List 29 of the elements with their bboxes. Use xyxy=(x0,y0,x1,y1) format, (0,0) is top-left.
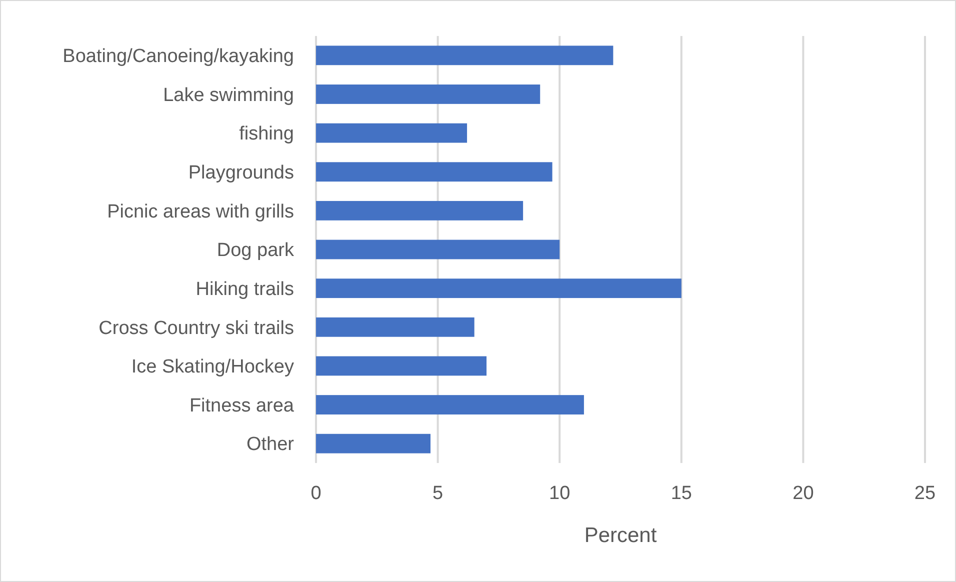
x-axis-title: Percent xyxy=(584,524,657,547)
bar xyxy=(316,434,430,454)
bar xyxy=(316,395,584,414)
y-tick-label: Fitness area xyxy=(189,395,294,416)
bar xyxy=(316,162,552,182)
bar xyxy=(316,123,468,143)
x-tick-label: 0 xyxy=(310,483,322,504)
y-tick-label: fishing xyxy=(239,124,294,145)
bar xyxy=(316,317,474,337)
y-tick-label: Lake swimming xyxy=(163,84,294,106)
y-tick-label: Dog park xyxy=(216,240,294,262)
y-tick-label: Playgrounds xyxy=(188,162,294,184)
bar xyxy=(316,46,614,66)
bar xyxy=(316,278,682,298)
y-tick-label: Other xyxy=(246,434,295,456)
x-tick-label: 25 xyxy=(914,483,936,504)
bar xyxy=(316,240,560,260)
bar xyxy=(316,200,524,220)
y-tick-label: Hiking trails xyxy=(196,278,294,300)
x-tick-label: 20 xyxy=(792,483,814,504)
y-tick-label: Ice Skating/Hockey xyxy=(131,356,294,378)
bar xyxy=(316,84,540,104)
y-tick-label: Boating/Canoeing/kayaking xyxy=(62,46,294,68)
bar xyxy=(316,356,487,376)
x-tick-label: 15 xyxy=(670,483,692,504)
y-tick-label: Picnic areas with grills xyxy=(107,201,294,222)
x-tick-label: 10 xyxy=(549,483,570,504)
y-tick-label: Cross Country ski trails xyxy=(98,318,294,339)
x-tick-label: 5 xyxy=(432,483,444,504)
